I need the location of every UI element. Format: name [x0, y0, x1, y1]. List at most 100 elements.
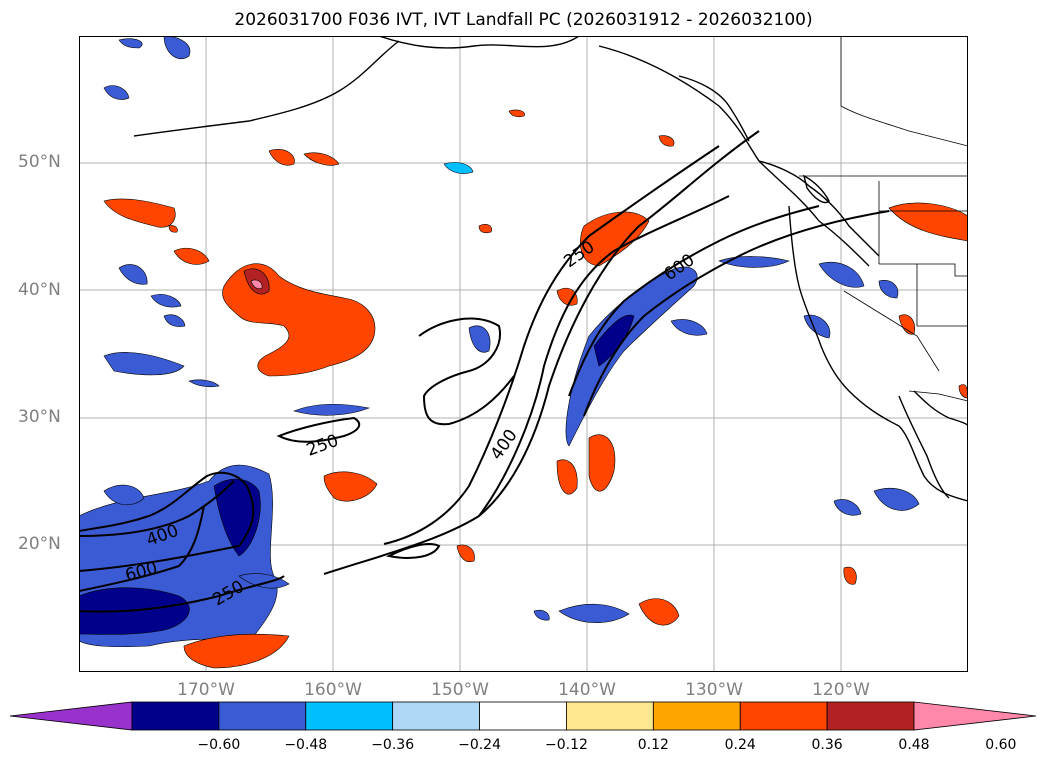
orange-blob-coast-ne [888, 202, 968, 242]
map-panel: 250 600 400 250 400 600 250 [79, 36, 968, 672]
blue-blob-se-2 [833, 499, 862, 516]
colorbar-tick-label: −0.48 [284, 737, 328, 753]
lon-label-160w: 160°W [304, 680, 362, 700]
vancouver-island [802, 174, 830, 204]
colorbar-extend-high [913, 701, 1037, 731]
blue-blob-pacific-3 [150, 294, 182, 308]
blue-blob-coast-2 [818, 262, 865, 288]
state-border-4 [843, 290, 940, 372]
colorbar-segment [305, 701, 394, 731]
blue-blob-south-1 [558, 603, 630, 623]
blue-blob-north-4 [443, 162, 474, 174]
lon-label-140w: 140°W [558, 680, 616, 700]
orange-blob-sw [183, 633, 290, 669]
chart-title: 2026031700 F036 IVT, IVT Landfall PC (20… [234, 10, 813, 30]
blue-blob-sw-small1 [103, 484, 145, 505]
orange-blob-ar-south2 [588, 434, 616, 492]
colorbar-segment [739, 701, 828, 731]
orange-blob-coast-3 [958, 384, 968, 399]
state-border-3 [916, 264, 968, 327]
orange-blob-tiny-4 [658, 135, 675, 147]
colorbar-segment [566, 701, 654, 731]
contour-250-sw-lower [79, 575, 285, 613]
blue-blob-sw-strip [238, 573, 290, 589]
lat-label-20n: 20°N [18, 534, 61, 554]
lat-label-50n: 50°N [18, 152, 61, 172]
contour-hawaii-loop [385, 543, 441, 559]
colorbar-segment [218, 701, 307, 731]
blue-blob-north-3 [163, 36, 191, 60]
positive-pc-fills [103, 109, 968, 669]
colorbar-tick-label: 0.12 [637, 737, 669, 753]
blue-blob-north-1 [103, 85, 130, 100]
orange-blob-ar-south1 [556, 459, 578, 495]
orange-blob-north-2 [303, 152, 340, 166]
colorbar-segment [826, 701, 915, 731]
blue-blob-coast-3 [878, 280, 899, 299]
alaska-border [840, 36, 968, 147]
orange-blob-north-1 [268, 149, 295, 166]
coastlines [133, 36, 968, 502]
lon-label-170w: 170°W [177, 680, 235, 700]
contour-600-ar-inner [568, 205, 820, 397]
colorbar-segment [652, 701, 741, 731]
blue-blob-pacific-1 [103, 352, 185, 376]
contour-600-ar-inner2 [583, 210, 890, 417]
orange-blob-ar-north [580, 211, 650, 267]
colorbar-tick-label: 0.60 [985, 737, 1017, 753]
blue-blob-se-1 [873, 487, 920, 511]
colorbar-tick-label: 0.48 [898, 737, 930, 753]
us-west-coast [788, 205, 968, 502]
orange-blob-hawaii [456, 544, 475, 563]
contour-250-ar-outer [323, 130, 760, 575]
colorbar-tick-label: 0.24 [724, 737, 756, 753]
lon-label-130w: 130°W [685, 680, 743, 700]
contour-250-small-loop [276, 416, 361, 443]
blue-blob-north-2 [118, 38, 143, 49]
colorbar-tick-label: −0.24 [458, 737, 501, 753]
contour-250-ar-outer2 [383, 145, 720, 545]
colorbar-segment [392, 701, 480, 731]
orange-blob-central-small [323, 471, 378, 502]
orange-blob-se [843, 566, 857, 585]
blue-blob-mid-3 [188, 379, 220, 388]
orange-blob-tiny-1 [508, 109, 525, 118]
contour-250-ar-inner-loop [418, 317, 515, 426]
contour-400-sw [79, 480, 235, 537]
us-mexico-border [908, 390, 968, 402]
blue-blob-mid-2 [293, 404, 371, 416]
contour-600-sw [79, 505, 205, 592]
alaska-coast [378, 36, 870, 267]
orange-blob-south [638, 598, 680, 626]
orange-blob-tiny-3 [168, 225, 178, 233]
lat-label-30n: 30°N [18, 407, 61, 427]
lon-label-150w: 150°W [431, 680, 489, 700]
colorbar-tick-label: 0.36 [811, 737, 843, 753]
baja-california [898, 390, 968, 499]
alaska-panhandle [678, 75, 750, 142]
pink-blob-central-core [250, 279, 263, 289]
blue-blob-mid-1 [468, 325, 491, 353]
ivt-contours [79, 130, 890, 613]
colorbar [9, 701, 1037, 731]
colorbar-segment [131, 701, 220, 731]
blue-blob-south-2 [533, 609, 550, 621]
lon-label-120w: 120°W [812, 680, 870, 700]
blue-blob-ar-darkcore [593, 314, 635, 367]
canada-coast [758, 160, 880, 257]
orange-blob-ar-mid [556, 287, 578, 306]
lat-label-40n: 40°N [18, 280, 61, 300]
colorbar-segment [479, 701, 567, 731]
orange-blob-tiny-2 [478, 224, 492, 234]
blue-blob-coast-5 [670, 319, 708, 336]
colorbar-tick-label: −0.60 [197, 737, 241, 753]
colorbar-extend-low [9, 701, 133, 731]
contour-400-ar [478, 195, 730, 517]
colorbar-tick-label: −0.36 [371, 737, 415, 753]
blue-blob-pacific-2 [118, 264, 148, 285]
aleutian-chain [133, 40, 400, 137]
political-borders [799, 36, 968, 402]
orange-blob-nw-1 [103, 198, 176, 228]
orange-blob-nw-2 [173, 247, 210, 265]
colorbar-tick-label: −0.12 [544, 737, 588, 753]
